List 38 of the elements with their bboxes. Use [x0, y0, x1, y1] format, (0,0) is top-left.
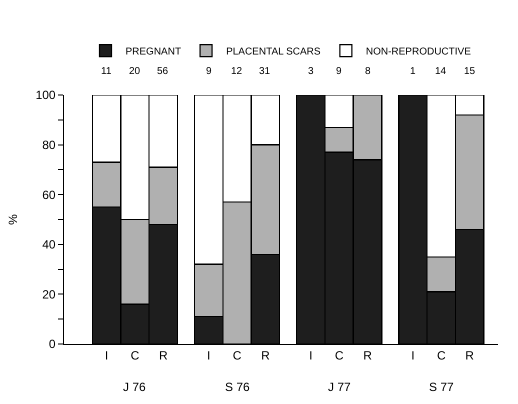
y-tick-label: 20 [42, 287, 56, 302]
text: J 76 [123, 380, 146, 394]
y-axis-title: % [6, 214, 20, 225]
text: S 76 [225, 380, 250, 394]
text: 12 [231, 66, 243, 77]
text: 9 [206, 66, 212, 77]
y-tick-label: 60 [42, 188, 56, 202]
x-tick-label: C [232, 348, 242, 362]
text: 8 [365, 66, 371, 77]
x-tick-label: I [207, 348, 210, 362]
x-tick-label: I [411, 348, 415, 362]
y-tick-label: 100 [36, 88, 56, 102]
legend-label: PREGNANT [126, 46, 182, 58]
text: 20 [129, 66, 141, 77]
text: 11 [101, 66, 112, 77]
text: J 77 [328, 380, 352, 394]
y-tick-label: 0 [48, 337, 56, 352]
text: 56 [157, 66, 169, 77]
x-tick-label: C [130, 348, 140, 362]
x-tick-label: R [158, 348, 168, 362]
x-tick-label: I [104, 348, 108, 362]
x-tick-label: R [261, 348, 270, 362]
x-tick-label: C [334, 348, 344, 362]
text: 3 [308, 66, 314, 77]
x-tick-label: R [363, 348, 372, 362]
text: 14 [435, 66, 447, 77]
legend-label: PLACENTAL SCARS [226, 46, 321, 58]
y-tick-label: 40 [42, 238, 56, 252]
legend-label: NON-REPRODUCTIVE [366, 46, 472, 58]
x-tick-label: I [309, 348, 312, 362]
text: 31 [259, 66, 271, 77]
x-tick-label: R [465, 348, 474, 362]
text: S 77 [429, 380, 454, 394]
text: 9 [336, 66, 342, 77]
x-tick-label: C [436, 348, 446, 362]
y-tick-label: 80 [42, 138, 56, 152]
text: 15 [464, 66, 476, 77]
text: 1 [410, 66, 416, 77]
